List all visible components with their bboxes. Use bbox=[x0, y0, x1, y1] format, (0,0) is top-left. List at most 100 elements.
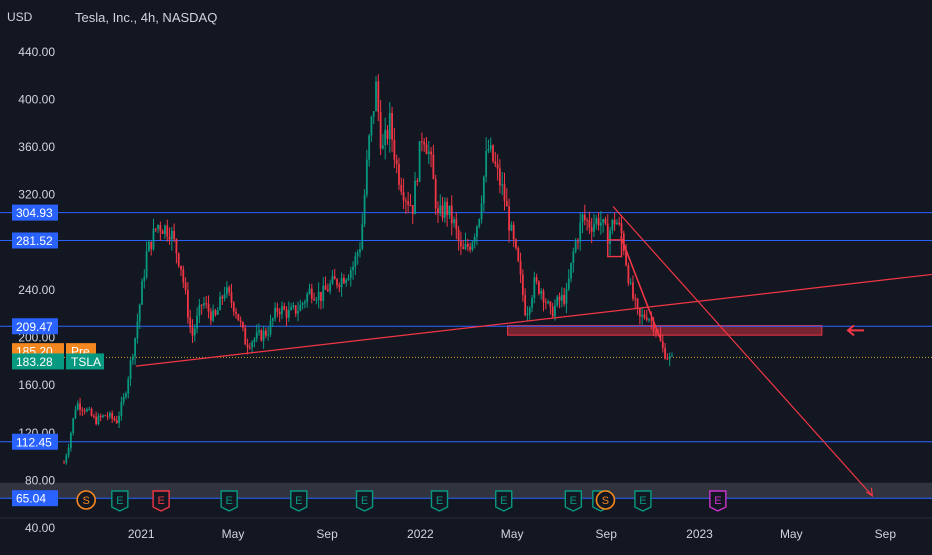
candle-body bbox=[510, 224, 513, 231]
level-badge-label: 65.04 bbox=[16, 492, 46, 506]
candle-body bbox=[86, 409, 88, 412]
candle-body bbox=[214, 310, 217, 315]
x-tick-label: May bbox=[780, 527, 803, 541]
candle-body bbox=[572, 251, 575, 263]
candle-body bbox=[402, 191, 405, 201]
candle-body bbox=[310, 288, 313, 299]
candle-body bbox=[354, 255, 357, 267]
candle-body bbox=[540, 290, 543, 294]
candle-body bbox=[248, 347, 251, 349]
candle-body bbox=[175, 239, 178, 254]
event-type-label: E bbox=[436, 495, 443, 507]
candle-body bbox=[345, 279, 348, 284]
candle-body bbox=[79, 403, 81, 410]
candle-body bbox=[317, 291, 320, 300]
small-box bbox=[607, 239, 623, 258]
candle-body bbox=[365, 159, 368, 195]
candle-body bbox=[492, 145, 494, 162]
candle-body bbox=[538, 281, 540, 294]
event-type-label: S bbox=[602, 495, 609, 507]
candle-body bbox=[368, 135, 371, 160]
candle-body bbox=[586, 219, 588, 221]
candle-body bbox=[182, 269, 185, 283]
candle-body bbox=[590, 227, 593, 232]
candle-body bbox=[283, 306, 286, 310]
chart-title: Tesla, Inc., 4h, NASDAQ bbox=[75, 10, 218, 25]
candle-body bbox=[427, 151, 430, 154]
candle-body bbox=[138, 304, 141, 322]
candle-body bbox=[127, 378, 130, 394]
candle-body bbox=[462, 246, 465, 249]
candle-body bbox=[620, 223, 623, 234]
candle-body bbox=[641, 314, 644, 317]
candle-body bbox=[260, 330, 263, 341]
price-badge bbox=[12, 353, 64, 370]
candle-body bbox=[356, 252, 359, 256]
candle-body bbox=[455, 219, 458, 230]
event-type-label: E bbox=[157, 495, 164, 507]
x-tick-label: 2021 bbox=[128, 527, 155, 541]
trendline-arrowhead bbox=[866, 487, 874, 498]
candle-body bbox=[437, 208, 439, 214]
candle-body bbox=[347, 277, 350, 280]
candle-body bbox=[262, 330, 265, 341]
candle-body bbox=[320, 291, 322, 302]
candle-body bbox=[482, 176, 485, 204]
candle-body bbox=[294, 305, 297, 314]
candle-body bbox=[404, 200, 407, 202]
candle-body bbox=[629, 282, 632, 284]
candle-body bbox=[556, 296, 559, 306]
candle-body bbox=[604, 218, 607, 224]
candle-body bbox=[671, 355, 673, 357]
candle-body bbox=[377, 81, 380, 113]
candle-body bbox=[324, 285, 327, 290]
candle-body bbox=[544, 302, 547, 304]
candle-body bbox=[303, 301, 306, 304]
candle-body bbox=[212, 310, 215, 321]
candle-body bbox=[219, 296, 221, 311]
candle-body bbox=[108, 412, 111, 417]
candle-body bbox=[329, 283, 332, 292]
candle-body bbox=[134, 338, 137, 357]
candle-body bbox=[634, 298, 637, 300]
candle-body bbox=[583, 214, 586, 220]
candle-body bbox=[189, 317, 192, 328]
candle-body bbox=[290, 307, 293, 310]
candle-body bbox=[400, 184, 403, 192]
candle-body bbox=[577, 241, 579, 243]
candle-body bbox=[166, 225, 169, 237]
candle-body bbox=[143, 276, 146, 282]
candle-body bbox=[287, 309, 290, 318]
candle-body bbox=[632, 282, 634, 299]
candle-body bbox=[313, 298, 315, 300]
level-badge-label: 209.47 bbox=[16, 320, 53, 334]
earnings-event-icon bbox=[430, 490, 449, 512]
candle-body bbox=[517, 247, 520, 261]
candle-body bbox=[186, 290, 189, 318]
event-type-label: E bbox=[295, 495, 302, 507]
candle-body bbox=[359, 249, 361, 253]
candle-body bbox=[292, 305, 295, 308]
candle-body bbox=[145, 251, 148, 277]
level-badge bbox=[12, 232, 58, 249]
candle-body bbox=[535, 277, 538, 282]
candle-body bbox=[352, 266, 354, 271]
candle-body bbox=[636, 298, 639, 309]
candle-body bbox=[655, 331, 657, 334]
candle-body bbox=[216, 310, 219, 315]
candle-body bbox=[333, 276, 336, 280]
candle-body bbox=[574, 241, 577, 252]
candle-body bbox=[453, 219, 455, 224]
candle-body bbox=[469, 246, 471, 250]
level-badge-label: 281.52 bbox=[16, 234, 53, 248]
candle-body bbox=[618, 222, 621, 224]
candle-body bbox=[602, 218, 605, 223]
candle-body bbox=[588, 220, 591, 228]
y-tick-label: 360.00 bbox=[18, 140, 55, 154]
candle-body bbox=[125, 393, 127, 397]
candle-body bbox=[485, 151, 488, 177]
candle-body bbox=[349, 270, 352, 278]
candle-body bbox=[255, 332, 258, 339]
